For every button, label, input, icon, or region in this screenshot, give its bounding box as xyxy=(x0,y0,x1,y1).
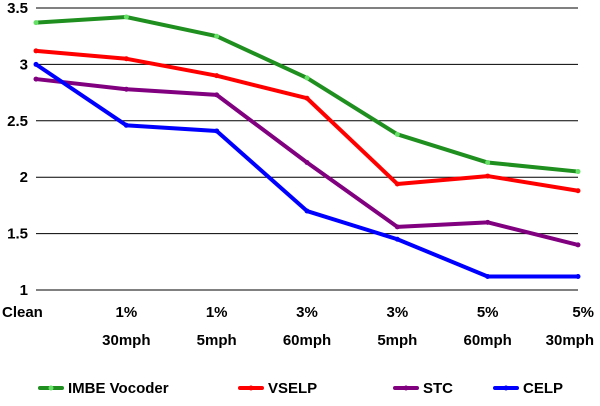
y-axis-ticks: 1 1.5 2 2.5 3 3.5 xyxy=(7,0,28,299)
data-point-celp xyxy=(394,236,400,242)
data-point-stc xyxy=(33,76,39,82)
data-point-vselp xyxy=(575,188,581,194)
y-tick-label: 1.5 xyxy=(7,226,28,243)
x-axis-categories: Clean 1% 30mph 1% 5mph 3% 60mph 3% 5mph 5% 60mph 5%… xyxy=(2,304,594,349)
x-tick-label: 1% xyxy=(206,304,228,321)
x-tick-label-line2: 30mph xyxy=(546,332,594,349)
data-point-vselp xyxy=(394,181,400,187)
data-point-vselp xyxy=(33,48,39,54)
x-tick-label: Clean xyxy=(2,304,43,321)
x-tick-label: 5% xyxy=(572,304,594,321)
x-tick-label: 3% xyxy=(386,304,408,321)
legend-marker-celp xyxy=(503,385,509,391)
data-point-vselp xyxy=(485,173,491,179)
data-point-imbe-vocoder xyxy=(123,14,129,20)
x-tick-label: 3% xyxy=(296,304,318,321)
x-tick-label-line2: 30mph xyxy=(102,332,150,349)
y-tick-label: 1 xyxy=(20,282,28,299)
data-point-celp xyxy=(575,273,581,279)
data-point-vselp xyxy=(123,56,129,62)
data-point-stc xyxy=(304,160,310,166)
gridlines xyxy=(36,7,578,291)
series-line-imbe-vocoder xyxy=(34,15,580,174)
data-point-celp xyxy=(214,128,220,134)
data-point-celp xyxy=(304,208,310,214)
data-point-imbe-vocoder xyxy=(394,131,400,137)
y-tick-label: 2.5 xyxy=(7,113,28,130)
legend-marker-stc xyxy=(403,385,409,391)
legend-marker-imbe-vocoder xyxy=(48,385,54,391)
data-point-celp xyxy=(123,122,129,128)
data-point-vselp xyxy=(214,73,220,79)
data-point-imbe-vocoder xyxy=(304,75,310,81)
legend-label-stc: STC xyxy=(423,380,453,397)
data-point-stc xyxy=(394,224,400,230)
y-tick-label: 2 xyxy=(20,169,28,186)
y-tick-label: 3 xyxy=(20,56,28,73)
legend-label-vselp: VSELP xyxy=(268,380,317,397)
data-point-stc xyxy=(575,242,581,248)
data-point-stc xyxy=(485,219,491,225)
x-tick-label-line2: 5mph xyxy=(377,332,417,349)
series-lines xyxy=(33,14,581,279)
legend: IMBE Vocoder VSELP STC CELP xyxy=(38,380,563,397)
x-tick-label: 5% xyxy=(477,304,499,321)
x-tick-label-line2: 60mph xyxy=(283,332,331,349)
data-point-celp xyxy=(33,61,39,67)
data-point-imbe-vocoder xyxy=(214,33,220,39)
data-point-imbe-vocoder xyxy=(33,20,39,26)
data-point-vselp xyxy=(304,95,310,101)
x-tick-label-line2: 60mph xyxy=(463,332,511,349)
data-point-stc xyxy=(123,86,129,92)
legend-label-celp: CELP xyxy=(523,380,563,397)
legend-label-imbe-vocoder: IMBE Vocoder xyxy=(68,380,169,397)
x-tick-label-line2: 5mph xyxy=(197,332,237,349)
y-tick-label: 3.5 xyxy=(7,0,28,17)
x-tick-label: 1% xyxy=(115,304,137,321)
data-point-imbe-vocoder xyxy=(575,169,581,175)
data-point-stc xyxy=(214,92,220,98)
data-point-imbe-vocoder xyxy=(485,160,491,166)
data-point-celp xyxy=(485,273,491,279)
legend-marker-vselp xyxy=(248,385,254,391)
